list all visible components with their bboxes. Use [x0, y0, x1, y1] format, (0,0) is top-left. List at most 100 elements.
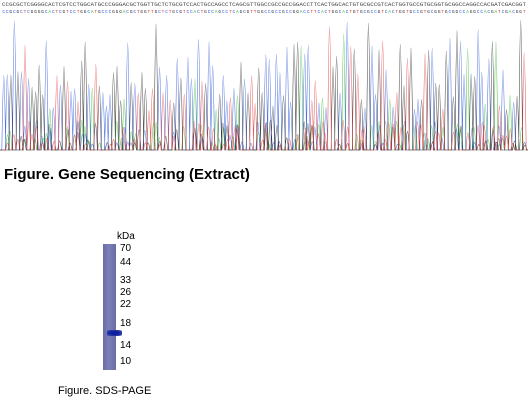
base-call-letter: G — [98, 9, 101, 15]
base-call-letter: G — [116, 9, 119, 15]
base-call-letter: G — [31, 9, 34, 15]
base-call-letter: A — [91, 9, 94, 15]
gene-sequencing-caption: Figure. Gene Sequencing (Extract) — [4, 166, 250, 183]
base-call-letter: C — [225, 9, 228, 15]
base-call-letter: T — [148, 9, 151, 15]
base-call-letter: T — [169, 9, 172, 15]
base-call-letter: G — [247, 9, 250, 15]
base-call-letter: G — [332, 9, 335, 15]
base-call-letter: C — [268, 9, 271, 15]
base-call-letter: T — [94, 9, 97, 15]
base-call-letter: C — [431, 9, 434, 15]
base-call-letter: C — [502, 9, 505, 15]
base-call-letter: A — [321, 9, 324, 15]
base-call-letter: G — [470, 9, 473, 15]
base-call-letter: C — [264, 9, 267, 15]
base-call-letter: C — [512, 9, 515, 15]
base-call-letter: T — [356, 9, 359, 15]
base-call-letter: C — [52, 9, 55, 15]
base-call-letter: C — [232, 9, 235, 15]
base-call-letter: C — [158, 9, 161, 15]
base-call-letter: A — [342, 9, 345, 15]
base-call-letter: C — [448, 9, 451, 15]
base-call-letter: G — [257, 9, 260, 15]
base-call-letter: G — [360, 9, 363, 15]
gel-lane — [103, 244, 122, 370]
base-call-letter: G — [367, 9, 370, 15]
base-call-letter: A — [509, 9, 512, 15]
base-call-letter: C — [222, 9, 225, 15]
base-call-letter: C — [87, 9, 90, 15]
base-call-letter: G — [80, 9, 83, 15]
base-call-letter: C — [197, 9, 200, 15]
base-call-letter: C — [279, 9, 282, 15]
base-call-letter: T — [523, 9, 526, 15]
base-call-letter: C — [325, 9, 328, 15]
base-call-letter: T — [162, 9, 165, 15]
base-call-letter: G — [204, 9, 207, 15]
base-call-letter: C — [186, 9, 189, 15]
base-call-letter: C — [339, 9, 342, 15]
base-call-letter: G — [218, 9, 221, 15]
marker-70: 70 — [120, 243, 132, 254]
base-call-letter: T — [254, 9, 257, 15]
base-call-letter: T — [381, 9, 384, 15]
base-call-letter: C — [374, 9, 377, 15]
base-call-letter: C — [487, 9, 490, 15]
sds-page-gel: kDa 70 44 33 26 22 18 14 10 — [98, 231, 158, 376]
base-call-letter: T — [349, 9, 352, 15]
base-call-letter: G — [261, 9, 264, 15]
base-call-letter: T — [395, 9, 398, 15]
base-call-letter: T — [201, 9, 204, 15]
marker-10: 10 — [120, 356, 132, 367]
marker-22: 22 — [120, 299, 132, 310]
base-call-letter: A — [300, 9, 303, 15]
base-call-letter: C — [289, 9, 292, 15]
base-call-letter: C — [480, 9, 483, 15]
base-call-letter: T — [151, 9, 154, 15]
marker-18: 18 — [120, 318, 132, 329]
trace-G — [0, 19, 528, 151]
base-call-letter: C — [73, 9, 76, 15]
base-call-letter: C — [190, 9, 193, 15]
base-call-letter: C — [317, 9, 320, 15]
base-call-letter: C — [286, 9, 289, 15]
base-call-letter: C — [133, 9, 136, 15]
base-call-letter: G — [353, 9, 356, 15]
base-call-letter: C — [275, 9, 278, 15]
base-call-letter: A — [484, 9, 487, 15]
sequencing-chromatogram: CCGCGCTCGGGGCACTCGTCCTGGCATGCCCGGGACGCTG… — [0, 2, 528, 151]
base-call-letter: G — [9, 9, 12, 15]
base-call-letter: C — [6, 9, 9, 15]
base-call-letter: T — [24, 9, 27, 15]
base-call-letter: C — [208, 9, 211, 15]
base-call-letter: A — [215, 9, 218, 15]
base-call-letter: G — [240, 9, 243, 15]
base-call-letter: G — [296, 9, 299, 15]
base-call-letter: C — [303, 9, 306, 15]
base-call-letter: G — [17, 9, 20, 15]
base-call-letter: G — [282, 9, 285, 15]
base-call-letter: G — [473, 9, 476, 15]
base-call-letter: C — [363, 9, 366, 15]
base-call-letter: G — [63, 9, 66, 15]
base-call-letter: G — [491, 9, 494, 15]
base-call-letter: C — [417, 9, 420, 15]
base-call-letter: G — [179, 9, 182, 15]
base-call-letter: A — [494, 9, 497, 15]
base-call-letter: G — [445, 9, 448, 15]
base-call-letter: C — [385, 9, 388, 15]
base-call-letter: C — [346, 9, 349, 15]
trace-T — [0, 25, 528, 151]
base-call-letter: T — [314, 9, 317, 15]
base-call-letter: C — [413, 9, 416, 15]
marker-26: 26 — [120, 287, 132, 298]
marker-14: 14 — [120, 340, 132, 351]
base-call-letter: G — [155, 9, 158, 15]
base-call-letter: G — [172, 9, 175, 15]
base-call-letter: G — [410, 9, 413, 15]
base-call-letter: T — [66, 9, 69, 15]
base-call-letter: G — [144, 9, 147, 15]
protein-band — [107, 330, 122, 336]
base-call-letter: C — [27, 9, 30, 15]
